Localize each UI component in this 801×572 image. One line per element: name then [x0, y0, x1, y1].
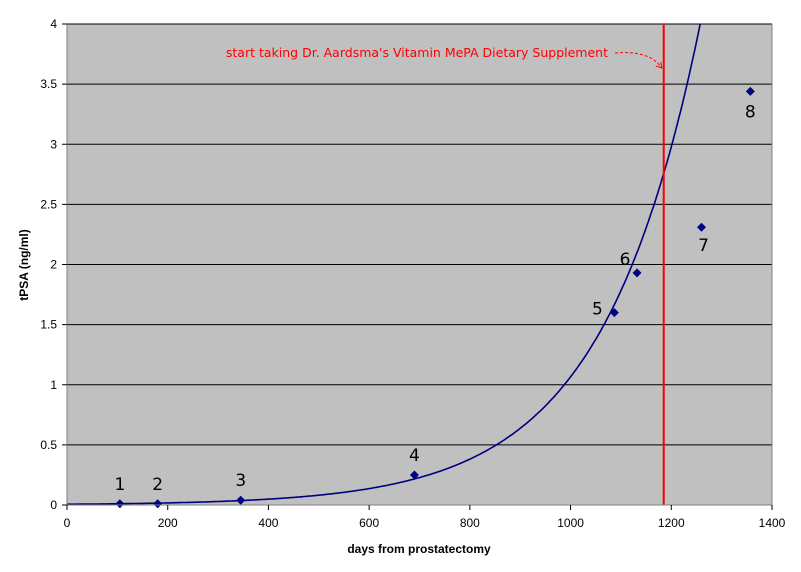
trendline-layer: [67, 23, 701, 506]
data-point: [745, 86, 755, 96]
y-tick-label: 2: [50, 258, 57, 272]
y-tick-label: 3.5: [40, 77, 57, 91]
annotation-text: start taking Dr. Aardsma's Vitamin MePA …: [226, 45, 608, 60]
point-labels: 1 2 3 4 5 6 7 8: [114, 102, 755, 494]
x-tick-label: 800: [460, 516, 480, 530]
annotation-arrowhead-icon: [655, 61, 663, 69]
data-point: [153, 499, 163, 509]
data-label: 7: [698, 236, 709, 256]
x-axis-title: days from prostatectomy: [347, 542, 491, 556]
data-label: 1: [114, 475, 125, 495]
y-tick-label: 2.5: [40, 197, 57, 211]
data-point: [609, 308, 619, 318]
x-tick-label: 600: [359, 516, 379, 530]
x-tick-label: 1000: [557, 516, 584, 530]
y-tick-label: 4: [50, 17, 57, 31]
y-tick-label: 1.5: [40, 318, 57, 332]
y-tick-label: 1: [50, 378, 57, 392]
x-tick-label: 200: [158, 516, 178, 530]
x-tick-label: 0: [64, 516, 71, 530]
x-tick-labels: 0 200 400 600 800 1000 1200 1400: [64, 516, 786, 530]
trendline: [67, 23, 701, 506]
data-point: [697, 222, 706, 232]
data-point: [236, 495, 246, 505]
data-label: 2: [152, 475, 163, 495]
data-points: [115, 86, 755, 509]
x-tick-label: 400: [258, 516, 278, 530]
y-tick-label: 0: [50, 498, 57, 512]
annotation-arrow-icon: [614, 52, 663, 69]
data-label: 5: [592, 300, 603, 320]
y-tick-label: 3: [50, 137, 57, 151]
data-label: 8: [745, 102, 756, 122]
y-axis-title: tPSA (ng/ml): [17, 229, 31, 301]
data-point: [115, 499, 125, 509]
data-label: 4: [409, 446, 420, 466]
x-tick-label: 1400: [759, 516, 786, 530]
data-label: 6: [620, 250, 631, 270]
y-tick-labels: 0 0.5 1 1.5 2 2.5 3 3.5 4: [40, 17, 57, 512]
data-label: 3: [235, 471, 246, 491]
axes: [62, 23, 773, 510]
annotation: start taking Dr. Aardsma's Vitamin MePA …: [226, 45, 663, 69]
grid-lines: [67, 23, 772, 446]
data-point: [409, 470, 419, 480]
data-point: [632, 268, 642, 278]
x-tick-label: 1200: [658, 516, 685, 530]
y-tick-label: 0.5: [40, 438, 57, 452]
